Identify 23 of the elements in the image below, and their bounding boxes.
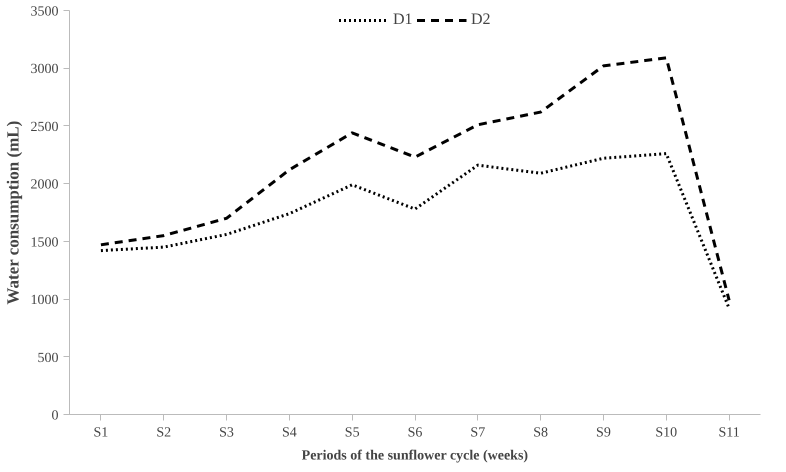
x-tick-label: S8 — [533, 426, 548, 440]
y-tick-label: 3000 — [30, 62, 58, 78]
x-axis-title: Periods of the sunflower cycle (weeks) — [302, 448, 528, 464]
y-tick-label: 500 — [38, 350, 58, 366]
x-tick-label: S4 — [282, 426, 297, 440]
x-tick-label: S3 — [219, 426, 234, 440]
y-axis-title: Water consumption (mL) — [4, 120, 22, 305]
y-tick-label: 3500 — [30, 4, 58, 20]
x-tick-label: S7 — [470, 426, 486, 440]
legend-label: D2 — [471, 11, 491, 29]
y-tick-label: 2500 — [30, 120, 58, 135]
x-tick-label: S11 — [718, 426, 740, 440]
x-tick-label: S1 — [94, 426, 108, 440]
x-tick-label: S9 — [596, 426, 611, 440]
legend-label: D1 — [393, 11, 413, 29]
y-tick-label: 2000 — [30, 178, 58, 193]
x-tick-label: S2 — [156, 426, 172, 440]
y-tick-label: 1500 — [30, 235, 58, 250]
x-tick-label: S5 — [344, 426, 360, 440]
x-tick-label: S10 — [655, 426, 678, 440]
y-tick-label: 1000 — [30, 293, 58, 308]
y-tick-label: 0 — [52, 408, 58, 424]
x-tick-label: S6 — [408, 426, 422, 440]
